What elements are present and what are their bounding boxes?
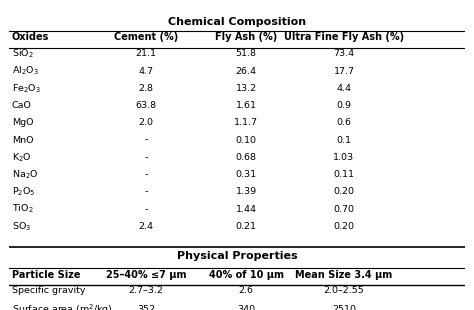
Text: 2.8: 2.8 [138, 84, 154, 93]
Text: Oxides: Oxides [12, 33, 49, 42]
Text: Fly Ash (%): Fly Ash (%) [215, 33, 277, 42]
Text: 1.03: 1.03 [333, 153, 355, 162]
Text: Fe$_2$O$_3$: Fe$_2$O$_3$ [12, 82, 41, 95]
Text: K$_2$O: K$_2$O [12, 151, 31, 164]
Text: 0.9: 0.9 [337, 101, 351, 110]
Text: 2510: 2510 [332, 305, 356, 310]
Text: 0.68: 0.68 [236, 153, 256, 162]
Text: Ultra Fine Fly Ash (%): Ultra Fine Fly Ash (%) [284, 33, 404, 42]
Text: 73.4: 73.4 [333, 49, 355, 58]
Text: Surface area (m$^2$/kg): Surface area (m$^2$/kg) [12, 303, 112, 310]
Text: TiO$_2$: TiO$_2$ [12, 203, 33, 215]
Text: 340: 340 [237, 305, 255, 310]
Text: 1.39: 1.39 [236, 188, 256, 197]
Text: P$_2$O$_5$: P$_2$O$_5$ [12, 186, 35, 198]
Text: -: - [144, 170, 148, 179]
Text: 1.44: 1.44 [236, 205, 256, 214]
Text: 2.6: 2.6 [238, 286, 254, 295]
Text: 26.4: 26.4 [236, 67, 256, 76]
Text: 4.4: 4.4 [337, 84, 351, 93]
Text: MgO: MgO [12, 118, 33, 127]
Text: Na$_2$O: Na$_2$O [12, 168, 38, 181]
Text: 0.20: 0.20 [333, 188, 355, 197]
Text: 2.0: 2.0 [138, 118, 154, 127]
Text: -: - [144, 188, 148, 197]
Text: 0.6: 0.6 [337, 118, 351, 127]
Text: CaO: CaO [12, 101, 32, 110]
Text: 0.70: 0.70 [333, 205, 355, 214]
Text: 0.31: 0.31 [236, 170, 256, 179]
Text: Particle Size: Particle Size [12, 270, 80, 280]
Text: 352: 352 [137, 305, 155, 310]
Text: 17.7: 17.7 [333, 67, 355, 76]
Text: 0.21: 0.21 [236, 222, 256, 231]
Text: 2.0–2.55: 2.0–2.55 [324, 286, 365, 295]
Text: 40% of 10 μm: 40% of 10 μm [209, 270, 283, 280]
Text: 4.7: 4.7 [138, 67, 154, 76]
Text: -: - [144, 135, 148, 145]
Text: Cement (%): Cement (%) [114, 33, 178, 42]
Text: Al$_2$O$_3$: Al$_2$O$_3$ [12, 65, 39, 77]
Text: Mean Size 3.4 μm: Mean Size 3.4 μm [295, 270, 392, 280]
Text: 0.1: 0.1 [337, 135, 351, 145]
Text: -: - [144, 205, 148, 214]
Text: SO$_3$: SO$_3$ [12, 220, 31, 233]
Text: SiO$_2$: SiO$_2$ [12, 47, 34, 60]
Text: 63.8: 63.8 [136, 101, 156, 110]
Text: Chemical Composition: Chemical Composition [168, 17, 306, 27]
Text: 13.2: 13.2 [236, 84, 256, 93]
Text: 0.11: 0.11 [333, 170, 355, 179]
Text: 0.20: 0.20 [333, 222, 355, 231]
Text: 1.1.7: 1.1.7 [234, 118, 258, 127]
Text: 0.10: 0.10 [236, 135, 256, 145]
Text: Specific gravity: Specific gravity [12, 286, 85, 295]
Text: 2.7–3.2: 2.7–3.2 [128, 286, 164, 295]
Text: MnO: MnO [12, 135, 33, 145]
Text: 25–40% ≤7 μm: 25–40% ≤7 μm [106, 270, 186, 280]
Text: 21.1: 21.1 [136, 49, 156, 58]
Text: Physical Properties: Physical Properties [177, 251, 297, 261]
Text: -: - [144, 153, 148, 162]
Text: 1.61: 1.61 [236, 101, 256, 110]
Text: 2.4: 2.4 [138, 222, 154, 231]
Text: 51.8: 51.8 [236, 49, 256, 58]
